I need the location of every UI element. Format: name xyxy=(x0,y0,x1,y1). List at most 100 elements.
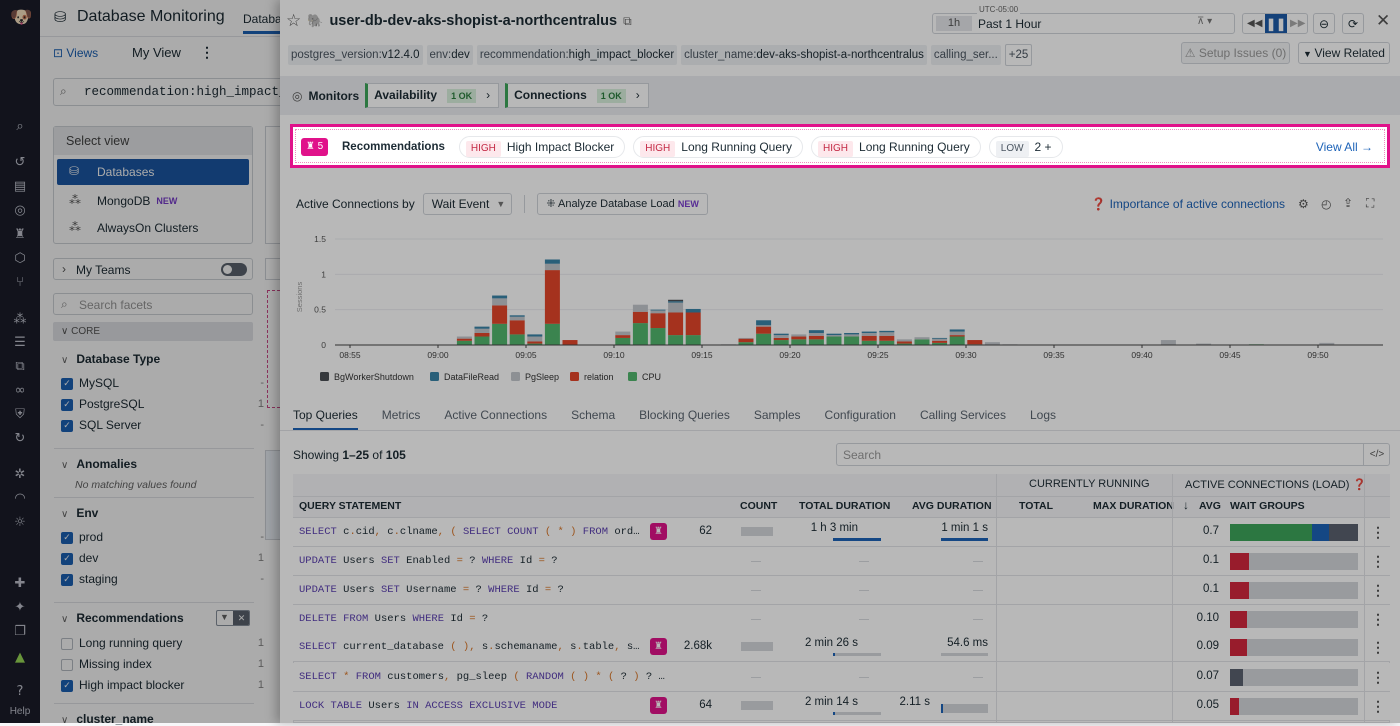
bar-segment-pgsleep[interactable] xyxy=(1319,342,1335,345)
bar-segment-cpu[interactable] xyxy=(756,333,772,345)
bar-segment-pgsleep[interactable] xyxy=(456,336,472,339)
bar-segment-pgsleep[interactable] xyxy=(932,338,948,341)
infrastructure-icon[interactable]: ⬡ xyxy=(14,251,26,266)
bar-segment-relation[interactable] xyxy=(896,341,912,344)
bug-icon[interactable]: ✲ xyxy=(14,467,26,482)
bar-segment-datafileread[interactable] xyxy=(509,315,525,317)
table-row[interactable]: DELETE FROM Users WHERE Id = ? 0.10 ⋮ xyxy=(293,605,1390,634)
bar-segment-pgsleep[interactable] xyxy=(1160,340,1176,345)
legend-swatch[interactable] xyxy=(320,372,329,381)
bar-segment-cpu[interactable] xyxy=(949,336,965,345)
row-menu-kebab-icon[interactable]: ⋮ xyxy=(1371,524,1385,540)
zoom-out-icon[interactable]: ⊖ xyxy=(1313,13,1335,34)
setup-issues-button[interactable]: ⚠ Setup Issues (0) xyxy=(1181,42,1290,64)
views-button[interactable]: ⊡ Views xyxy=(53,46,98,60)
bar-segment-datafileread[interactable] xyxy=(650,309,666,311)
tab-databases[interactable]: Databas xyxy=(243,12,288,26)
clear-filter-icon[interactable]: ✕ xyxy=(233,611,249,625)
checkbox-checked[interactable]: ✓ xyxy=(61,419,73,432)
bar-segment-datafileread[interactable] xyxy=(826,333,842,336)
bar-segment-cpu[interactable] xyxy=(456,340,472,345)
query-statement[interactable]: LOCK TABLE Users IN ACCESS EXCLUSIVE MOD… xyxy=(299,700,558,712)
pin-icon[interactable]: ⊼ ▾ xyxy=(1197,16,1213,27)
puzzle-icon[interactable]: ✚ xyxy=(14,576,26,591)
tab-calling-services[interactable]: Calling Services xyxy=(919,408,1006,422)
recommendation-binoculars-icon[interactable]: ♜ xyxy=(650,638,667,655)
bar-segment-relation[interactable] xyxy=(544,270,560,324)
facet-option[interactable]: ✓ High impact blocker 1 xyxy=(61,676,264,694)
bar-segment-pgsleep[interactable] xyxy=(544,263,560,271)
tag[interactable]: calling_ser... xyxy=(930,45,1001,65)
bar-segment-cpu[interactable] xyxy=(509,334,525,345)
help-label[interactable]: Help xyxy=(9,706,31,717)
table-row[interactable]: SELECT c.cid, c.clname, ( SELECT COUNT (… xyxy=(293,518,1390,547)
view-item-mongodb[interactable]: ⁂ MongoDB NEW xyxy=(57,189,249,213)
facet-option[interactable]: ✓ staging - xyxy=(61,570,264,588)
close-icon[interactable]: ✕ xyxy=(1376,11,1391,30)
legend-label[interactable]: relation xyxy=(584,372,614,382)
query-statement[interactable]: UPDATE Users SET Enabled = ? WHERE Id = … xyxy=(299,555,558,567)
bar-segment-pgsleep[interactable] xyxy=(509,316,525,321)
tab-top-queries[interactable]: Top Queries xyxy=(293,408,358,431)
bar-segment-relation[interactable] xyxy=(861,335,877,341)
bar-segment-relation[interactable] xyxy=(474,332,490,337)
bar-segment-cpu[interactable] xyxy=(791,339,807,345)
row-menu-kebab-icon[interactable]: ⋮ xyxy=(1371,582,1385,598)
code-view-icon[interactable]: </> xyxy=(1363,444,1390,465)
col-avg[interactable]: AVG xyxy=(1199,500,1221,512)
ci-icon[interactable]: ☼ xyxy=(14,515,26,530)
col-avg-duration[interactable]: AVG DURATION xyxy=(912,500,992,512)
bar-segment-datafileread[interactable] xyxy=(844,332,860,335)
bar-segment-relation[interactable] xyxy=(949,335,965,337)
checkbox-checked[interactable]: ✓ xyxy=(61,573,73,586)
core-section[interactable]: ∨ CORE xyxy=(53,322,253,341)
bar-segment-pgsleep[interactable] xyxy=(527,336,543,342)
bar-segment-cpu[interactable] xyxy=(808,339,824,345)
facet-option[interactable]: ✓ SQL Server - xyxy=(61,416,264,434)
facet-option[interactable]: ✓ MySQL - xyxy=(61,374,264,392)
bar-segment-relation[interactable] xyxy=(650,313,666,329)
importance-link[interactable]: ❓ Importance of active connections xyxy=(1091,197,1285,211)
bar-segment-datafileread[interactable] xyxy=(949,329,965,332)
databases-icon[interactable]: ⁂ xyxy=(13,312,27,327)
query-statement[interactable]: SELECT current_database ( ), s.schemanam… xyxy=(299,641,640,653)
checkbox-checked[interactable]: ✓ xyxy=(61,552,73,565)
bar-segment-cpu[interactable] xyxy=(544,323,560,345)
performance-icon[interactable]: ◠ xyxy=(14,491,26,506)
bar-segment-datafileread[interactable] xyxy=(474,326,490,329)
recent-icon[interactable]: ↺ xyxy=(14,155,26,170)
view-related-button[interactable]: ▼ View Related xyxy=(1298,42,1390,64)
legend-label[interactable]: PgSleep xyxy=(525,372,559,382)
tab-active-connections[interactable]: Active Connections xyxy=(444,408,548,422)
facet-search-input[interactable]: ⌕ Search facets xyxy=(53,293,253,315)
rewind-icon[interactable]: ◀◀ xyxy=(1247,18,1263,29)
bar-segment-cpu[interactable] xyxy=(474,336,490,345)
bar-segment-datafileread[interactable] xyxy=(685,308,701,313)
facet-option[interactable]: Long running query 1 xyxy=(61,634,264,652)
bar-segment-pgsleep[interactable] xyxy=(791,334,807,337)
help-icon[interactable]: ? xyxy=(16,684,24,699)
watchdog-icon[interactable]: ♜ xyxy=(14,227,26,242)
tag[interactable]: postgres_version:v12.4.0 xyxy=(288,45,423,65)
bar-segment-cpu[interactable] xyxy=(527,343,543,345)
tab-schema[interactable]: Schema xyxy=(571,408,616,422)
table-row[interactable]: UPDATE Users SET Enabled = ? WHERE Id = … xyxy=(293,547,1390,576)
pause-icon[interactable]: ❚❚ xyxy=(1265,14,1287,33)
tab-metrics[interactable]: Metrics xyxy=(381,408,421,422)
table-row[interactable]: LOCK TABLE Users IN ACCESS EXCLUSIVE MOD… xyxy=(293,692,1390,721)
my-teams-toggle[interactable] xyxy=(221,263,247,276)
facet-option[interactable]: ✓ prod - xyxy=(61,528,264,546)
bar-segment-pgsleep[interactable] xyxy=(738,337,754,339)
facet-env[interactable]: Env xyxy=(61,506,98,520)
bar-segment-pgsleep[interactable] xyxy=(773,335,789,338)
tab-blocking-queries[interactable]: Blocking Queries xyxy=(639,408,730,422)
recommendation-pill[interactable]: LOW 2 + xyxy=(988,136,1063,158)
bar-segment-relation[interactable] xyxy=(738,338,754,343)
bar-segment-relation[interactable] xyxy=(967,340,983,345)
bar-segment-cpu[interactable] xyxy=(826,336,842,345)
table-row[interactable]: SELECT * FROM customers, pg_sleep ( RAND… xyxy=(293,663,1390,692)
checkbox-checked[interactable]: ✓ xyxy=(61,531,73,544)
analyze-database-load-button[interactable]: ⁜ Analyze Database Load NEW xyxy=(537,193,708,215)
bar-segment-cpu[interactable] xyxy=(738,342,754,345)
recommendations-bar[interactable]: ♜ 5 Recommendations HIGH High Impact Bloc… xyxy=(290,124,1390,168)
